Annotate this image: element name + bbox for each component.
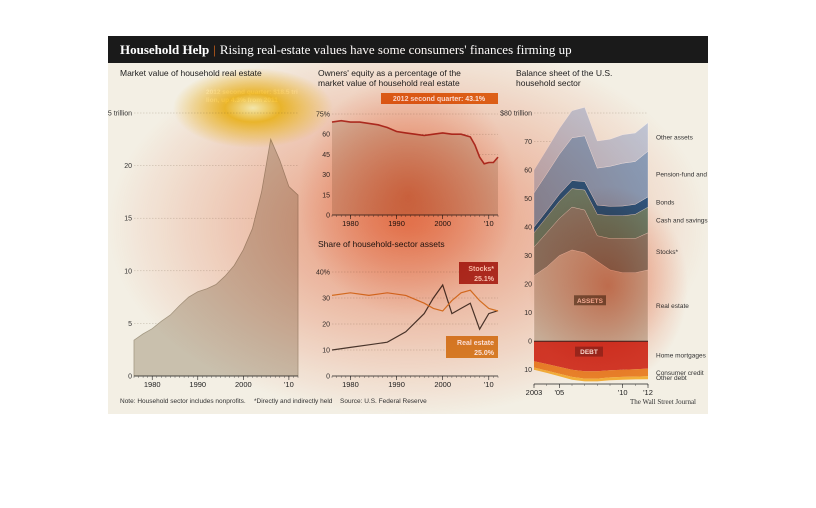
p1-ytick-3: 10 [124,268,132,275]
p4-ytick-6: 20 [524,282,532,289]
p4-xtick-0: 2003 [526,388,543,397]
p1-xtick-3: '10 [284,380,294,389]
p2-xtick-3: '10 [484,219,494,228]
p3-re-name: Real estate [457,340,494,347]
p4-asset-label-0: Real estate [656,303,689,310]
p2-annotation: 2012 second quarter: 43.1% [393,96,486,103]
p4-ytick-3: 50 [524,196,532,203]
p3-series-1 [331,289,499,312]
p2-ytick-3: 30 [322,172,330,179]
p4-debt-label-2: Other debt [656,375,687,382]
p1-annotation: 2012 second quarter: $18.5 tri [206,89,298,96]
p1-ytick-0: $25 trillion [108,111,132,118]
p4-debt-label: DEBT [580,349,598,356]
p3-xtick-0: 1980 [342,380,359,389]
p2-ytick-1: 60 [322,132,330,139]
p4-asset-label-5: Other assets [656,134,694,141]
p3-stocks-value: 25.1% [474,276,495,283]
p3-xtick-2: 2000 [434,380,451,389]
p3-re-value: 25.0% [474,350,495,357]
p3-ytick-1: 30 [322,296,330,303]
p3-ytick-2: 20 [322,322,330,329]
p4-asset-label-3: Bonds [656,200,675,207]
p4-xtick-3: '12 [643,388,653,397]
p1-annotation-2: lion, up 4.3% from 2011 [206,97,278,104]
p4-ytick-5: 30 [524,253,532,260]
p1-area [133,137,299,377]
footer-note: Note: Household sector includes nonprofi… [120,398,246,405]
p3-xtick-3: '10 [484,380,494,389]
p1-xtick-0: 1980 [144,380,161,389]
p4-ytick-1: 70 [524,139,532,146]
p2-xtick-1: 1990 [388,219,405,228]
p4-ytick-7: 10 [524,310,532,317]
p2-ytick-5: 0 [326,213,330,220]
p4-ytick-4: 40 [524,225,532,232]
p3-ytick-3: 10 [322,348,330,355]
p2-ytick-0: 75% [316,112,330,119]
chart-figure: Household Help | Rising real-estate values… [108,36,708,414]
p4-asset-label-1: Stocks* [656,249,679,256]
p4-asset-label-2: Cash and savings [656,217,708,224]
p4-ytick-8: 0 [528,339,532,346]
p3-ytick-4: 0 [326,374,330,381]
p1-ytick-1: 20 [124,163,132,170]
p4-xtick-1: '05 [554,388,564,397]
p2-xtick-0: 1980 [342,219,359,228]
charts-canvas: $25 trillion20151050198019902000'102012 … [108,89,708,397]
p2-xtick-2: 2000 [434,219,451,228]
p1-ytick-5: 0 [128,374,132,381]
p3-stocks-name: Stocks* [468,266,494,273]
p4-debt-label-0: Home mortgages [656,352,707,359]
p1-ytick-4: 5 [128,321,132,328]
footer-brand: The Wall Street Journal [630,398,696,406]
p3-xtick-1: 1990 [388,380,405,389]
footer-footnote: *Directly and indirectly held [254,398,333,405]
p1-xtick-1: 1990 [189,380,206,389]
p4-asset-label-4: Pension-fund and life-insurance reserves [656,172,708,179]
p4-ytick-2: 60 [524,168,532,175]
footer-source: Source: U.S. Federal Reserve [340,398,427,405]
p4-ytick-0: $80 trillion [500,111,532,118]
p4-assets-label: ASSETS [577,298,604,305]
p1-xtick-2: 2000 [235,380,252,389]
p4-xtick-2: '10 [618,388,628,397]
p4-ytick-9: 10 [524,367,532,374]
p2-ytick-4: 15 [322,192,330,199]
p2-ytick-2: 45 [322,152,330,159]
p1-ytick-2: 15 [124,216,132,223]
p3-ytick-0: 40% [316,270,330,277]
